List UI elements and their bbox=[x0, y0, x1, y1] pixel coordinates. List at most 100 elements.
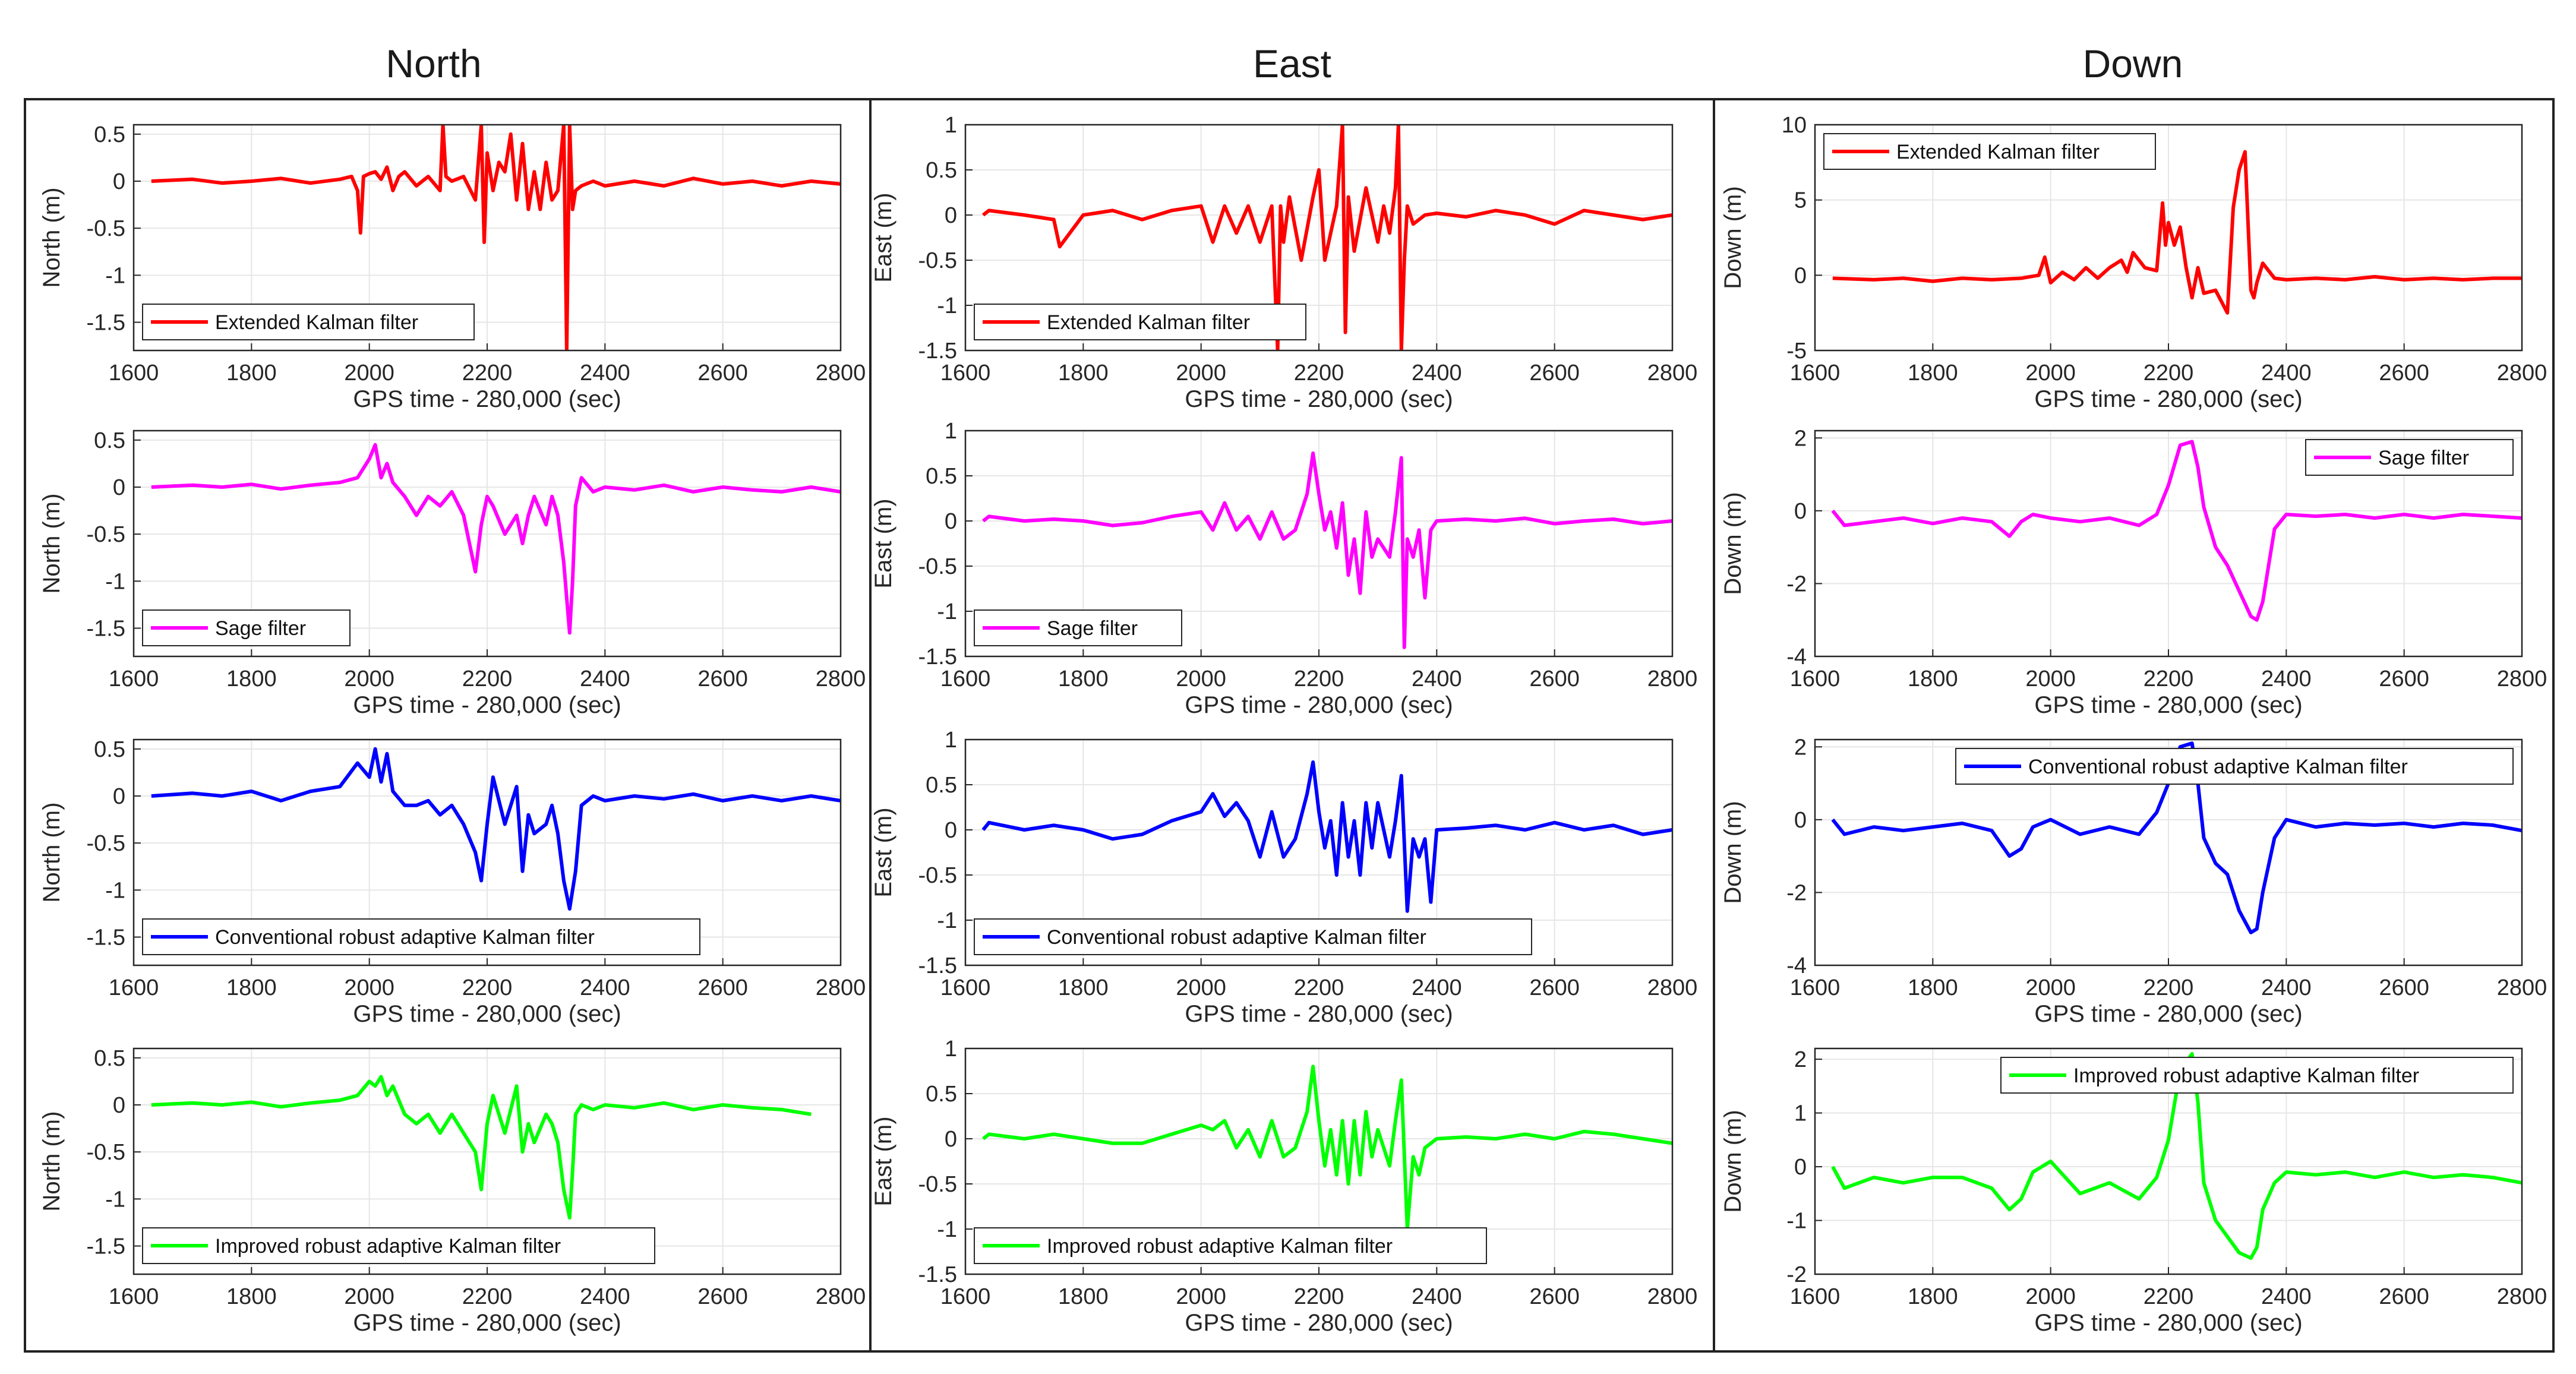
series-line bbox=[981, 1065, 1672, 1231]
y-tick-label: -0.5 bbox=[87, 216, 125, 241]
x-tick-label: 2200 bbox=[2143, 1284, 2194, 1309]
chart-e1: 1600 1800 2000 2200 2400 2600 2800 1 0.5 0 -0.5 -1 -… bbox=[870, 113, 1697, 412]
x-tick-label: 2400 bbox=[2261, 1284, 2312, 1309]
legend: Conventional robust adaptive Kalman filt… bbox=[142, 918, 700, 955]
x-tick-label: 2200 bbox=[462, 361, 513, 386]
legend-label: Improved robust adaptive Kalman filter bbox=[1047, 1235, 1393, 1258]
y-tick-label: 0.5 bbox=[926, 1082, 957, 1107]
x-tick-label: 1800 bbox=[1908, 975, 1958, 1000]
x-tick-label: 2600 bbox=[2379, 975, 2429, 1000]
series-line bbox=[151, 1075, 812, 1220]
x-tick-label: 2400 bbox=[580, 975, 630, 1000]
x-tick-label: 1600 bbox=[109, 667, 159, 691]
x-axis-label: GPS time - 280,000 (sec) bbox=[1185, 386, 1453, 412]
series-line bbox=[981, 760, 1672, 913]
legend: Extended Kalman filter bbox=[1823, 133, 2156, 170]
y-axis-label: Down (m) bbox=[1720, 492, 1746, 595]
legend: Improved robust adaptive Kalman filter bbox=[2000, 1057, 2514, 1094]
x-axis-label: GPS time - 280,000 (sec) bbox=[2034, 386, 2302, 412]
series-line bbox=[151, 443, 841, 635]
y-tick-label: 1 bbox=[945, 113, 957, 138]
chart-d1: 1600 1800 2000 2200 2400 2600 2800 10 5 0 -5 GPS ti… bbox=[1720, 113, 2547, 412]
x-tick-label: 1600 bbox=[1790, 667, 1841, 691]
x-tick-label: 2800 bbox=[1647, 975, 1698, 1000]
y-tick-label: 0 bbox=[945, 818, 957, 843]
legend-label: Extended Kalman filter bbox=[1896, 141, 2100, 163]
y-tick-label: 0 bbox=[113, 784, 125, 809]
y-tick-label: -1.5 bbox=[918, 1262, 957, 1287]
y-tick-label: 1 bbox=[945, 419, 957, 444]
x-tick-label: 2200 bbox=[462, 667, 513, 691]
x-tick-label: 2800 bbox=[1647, 667, 1698, 691]
x-tick-label: 2800 bbox=[2497, 361, 2547, 386]
x-tick-label: 2400 bbox=[1412, 1284, 1462, 1309]
x-tick-label: 1600 bbox=[1790, 1284, 1841, 1309]
x-tick-label: 2000 bbox=[344, 975, 394, 1000]
y-tick-label: -1.5 bbox=[87, 617, 125, 642]
y-tick-label: 0 bbox=[945, 1127, 957, 1152]
x-tick-label: 1600 bbox=[940, 1284, 991, 1309]
y-tick-label: 2 bbox=[1794, 735, 1807, 760]
y-tick-label: -4 bbox=[1786, 645, 1807, 669]
y-tick-label: 0 bbox=[113, 169, 125, 194]
x-tick-label: 1800 bbox=[1058, 667, 1109, 691]
x-tick-label: 1600 bbox=[109, 361, 159, 386]
y-tick-label: -0.5 bbox=[918, 863, 957, 888]
x-tick-label: 2400 bbox=[1412, 667, 1462, 691]
chart-e2: 1600 1800 2000 2200 2400 2600 2800 1 0.5 0 -0.5 -1 -… bbox=[870, 419, 1697, 718]
chart-e3: 1600 1800 2000 2200 2400 2600 2800 1 0.5 0 -0.5 -1 -… bbox=[870, 728, 1697, 1027]
x-tick-label: 2200 bbox=[1294, 975, 1344, 1000]
x-tick-label: 2200 bbox=[1294, 667, 1344, 691]
x-tick-label: 2000 bbox=[344, 667, 394, 691]
x-tick-label: 1600 bbox=[940, 667, 991, 691]
x-tick-label: 2800 bbox=[816, 1284, 866, 1309]
x-tick-label: 2000 bbox=[2025, 1284, 2076, 1309]
legend-label: Conventional robust adaptive Kalman filt… bbox=[1047, 926, 1426, 949]
x-tick-label: 1800 bbox=[226, 975, 277, 1000]
x-tick-label: 2600 bbox=[697, 1284, 748, 1309]
x-tick-label: 2000 bbox=[1176, 1284, 1226, 1309]
x-tick-label: 2600 bbox=[697, 667, 748, 691]
x-tick-label: 1800 bbox=[226, 667, 277, 691]
series-line bbox=[981, 451, 1672, 649]
legend-label: Extended Kalman filter bbox=[215, 311, 418, 334]
legend-label: Improved robust adaptive Kalman filter bbox=[2073, 1065, 2419, 1087]
y-tick-label: -1.5 bbox=[918, 645, 957, 669]
x-tick-label: 2000 bbox=[1176, 667, 1226, 691]
x-tick-label: 2600 bbox=[2379, 667, 2429, 691]
x-tick-label: 2800 bbox=[816, 667, 866, 691]
x-tick-label: 2400 bbox=[1412, 975, 1462, 1000]
y-tick-label: 0 bbox=[945, 509, 957, 534]
x-tick-label: 1800 bbox=[1908, 667, 1958, 691]
y-tick-label: 5 bbox=[1794, 188, 1807, 213]
legend: Improved robust adaptive Kalman filter bbox=[974, 1227, 1487, 1264]
y-tick-label: -1 bbox=[105, 263, 125, 288]
legend: Improved robust adaptive Kalman filter bbox=[142, 1227, 655, 1264]
y-tick-label: -1 bbox=[1786, 1209, 1807, 1234]
x-tick-label: 2600 bbox=[697, 975, 748, 1000]
x-axis-label: GPS time - 280,000 (sec) bbox=[353, 692, 621, 718]
x-tick-label: 2000 bbox=[1176, 361, 1226, 386]
chart-d2: 1600 1800 2000 2200 2400 2600 2800 2 0 -2 -4 GPS ti… bbox=[1720, 426, 2547, 718]
y-tick-label: -1.5 bbox=[918, 953, 957, 978]
y-axis-label: North (m) bbox=[39, 494, 65, 594]
x-tick-label: 2200 bbox=[1294, 361, 1344, 386]
x-axis-label: GPS time - 280,000 (sec) bbox=[1185, 1001, 1453, 1027]
y-tick-label: 0 bbox=[113, 1093, 125, 1118]
chart-d3: 1600 1800 2000 2200 2400 2600 2800 2 0 -2 -4 GPS ti… bbox=[1720, 735, 2547, 1027]
x-tick-label: 2600 bbox=[2379, 361, 2429, 386]
y-tick-label: 1 bbox=[945, 728, 957, 753]
y-tick-label: 0.5 bbox=[926, 773, 957, 798]
x-tick-label: 1800 bbox=[1908, 1284, 1958, 1309]
y-tick-label: 2 bbox=[1794, 1047, 1807, 1072]
legend-label: Extended Kalman filter bbox=[1047, 311, 1250, 334]
x-axis-label: GPS time - 280,000 (sec) bbox=[353, 386, 621, 412]
x-tick-label: 2400 bbox=[2261, 667, 2312, 691]
x-tick-label: 1800 bbox=[226, 361, 277, 386]
y-tick-label: -2 bbox=[1786, 571, 1807, 596]
x-tick-label: 2400 bbox=[580, 361, 630, 386]
y-tick-label: 0.5 bbox=[94, 737, 125, 762]
y-tick-label: 0 bbox=[113, 475, 125, 500]
y-tick-label: 10 bbox=[1782, 113, 1807, 138]
